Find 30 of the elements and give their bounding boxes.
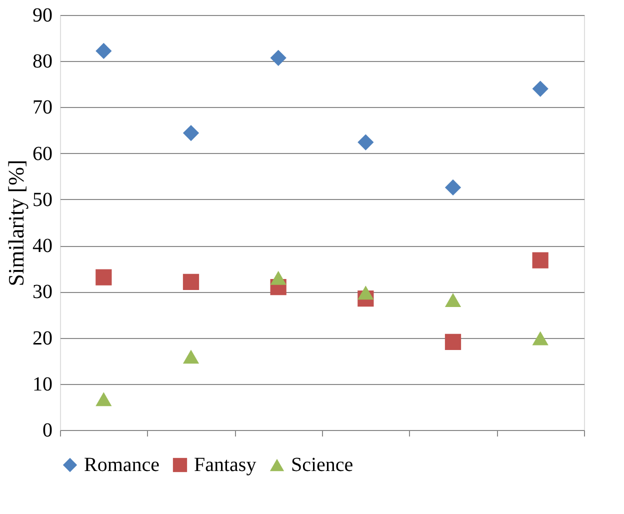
legend-label: Romance <box>84 454 160 476</box>
point <box>270 270 286 285</box>
point <box>182 124 200 142</box>
y-tick-label: 10 <box>32 373 52 396</box>
point <box>444 334 462 350</box>
point <box>96 392 112 406</box>
y-tick-label: 60 <box>32 142 52 165</box>
point <box>96 269 112 286</box>
point <box>358 134 374 150</box>
y-tick-label: 90 <box>32 4 52 26</box>
point <box>444 179 462 196</box>
point <box>182 274 200 290</box>
point <box>532 80 548 97</box>
legend-label: Fantasy <box>194 454 256 476</box>
point <box>532 252 548 268</box>
y-tick-label: 50 <box>32 188 52 211</box>
y-tick-label: 80 <box>32 50 52 73</box>
y-tick-label: 70 <box>32 96 52 119</box>
point <box>444 292 462 307</box>
y-axis-title: Similarity [%] <box>4 160 28 286</box>
point <box>96 42 112 60</box>
point <box>182 350 200 364</box>
point <box>358 286 374 300</box>
y-tick-label: 20 <box>32 327 52 350</box>
y-tick-label: 40 <box>32 235 52 258</box>
point <box>270 50 286 66</box>
y-tick-label: 0 <box>42 420 52 442</box>
y-tick-label: 30 <box>32 281 52 304</box>
point <box>532 331 548 346</box>
legend-label: Science <box>291 454 354 476</box>
